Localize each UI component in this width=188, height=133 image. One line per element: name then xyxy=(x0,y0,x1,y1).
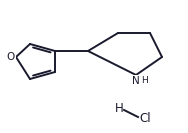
Text: H: H xyxy=(141,76,148,85)
Text: Cl: Cl xyxy=(139,111,151,124)
Text: N: N xyxy=(132,76,140,86)
Text: H: H xyxy=(115,101,123,115)
Text: O: O xyxy=(7,52,15,62)
